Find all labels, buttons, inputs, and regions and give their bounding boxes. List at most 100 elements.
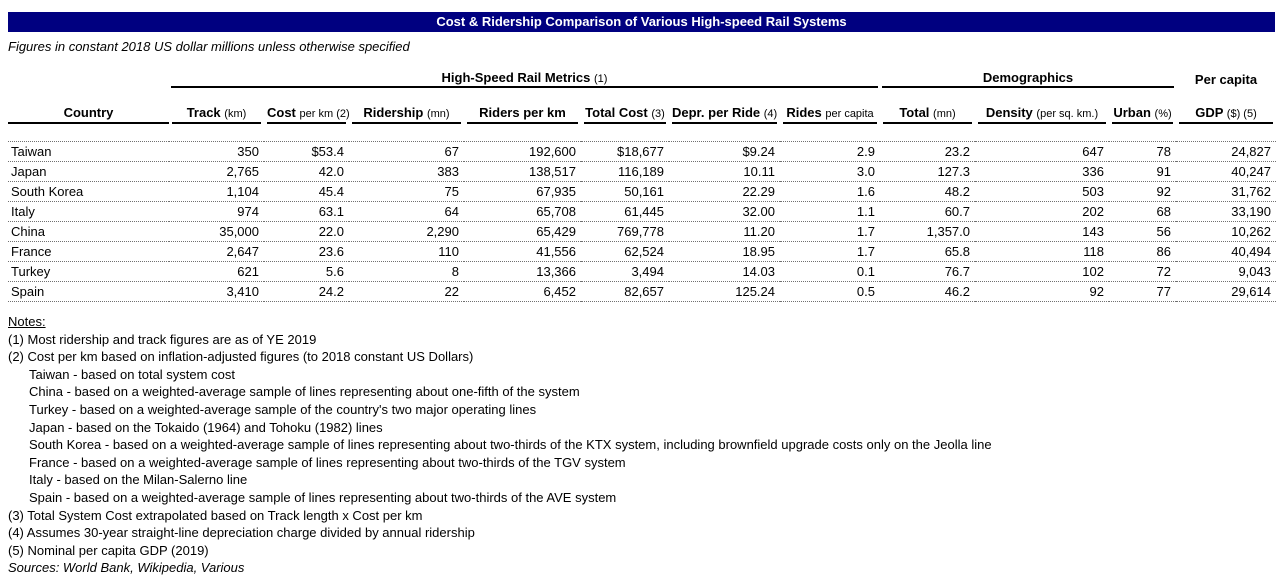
table-row: Spain 3,410 24.2 22 6,452 82,657 125.24 0.5 46.2… — [8, 281, 1276, 302]
value-cell: 22.29 — [669, 181, 780, 202]
value-cell: 8 — [349, 261, 464, 282]
value-cell: 1.7 — [780, 221, 880, 242]
value-cell: 647 — [975, 141, 1109, 162]
report-subtitle: Figures in constant 2018 US dollar milli… — [8, 39, 410, 54]
value-cell: 11.20 — [669, 221, 780, 242]
table-row: Turkey 621 5.6 8 13,366 3,494 14.03 0.1 76.7 102 7… — [8, 261, 1276, 282]
value-cell: 60.7 — [880, 201, 975, 222]
value-cell: 92 — [975, 281, 1109, 302]
value-cell: 5.6 — [264, 261, 349, 282]
country-cell: Taiwan — [8, 141, 169, 162]
group-header-per-capita: Per capita — [1178, 72, 1274, 88]
value-cell: 72 — [1109, 261, 1176, 282]
value-cell: 10.11 — [669, 161, 780, 182]
note-line: (3) Total System Cost extrapolated based… — [8, 507, 423, 523]
value-cell: 1.1 — [780, 201, 880, 222]
value-cell: 13,366 — [464, 261, 581, 282]
value-cell: $9.24 — [669, 141, 780, 162]
table-row: Taiwan 350 $53.4 67 192,600 $18,677 $9.24 2.9 23… — [8, 141, 1276, 162]
note-line: (5) Nominal per capita GDP (2019) — [8, 542, 209, 558]
note-line: China - based on a weighted-average samp… — [29, 384, 580, 400]
value-cell: 2,765 — [169, 161, 264, 182]
report-title: Cost & Ridership Comparison of Various H… — [436, 14, 847, 29]
column-header-population-total: Total (mn) — [883, 105, 972, 124]
value-cell: 2,290 — [349, 221, 464, 242]
value-cell: 0.1 — [780, 261, 880, 282]
column-header-riders-per-km: Riders per km — [467, 105, 578, 124]
value-cell: 40,494 — [1176, 241, 1276, 262]
note-line: Spain - based on a weighted-average samp… — [29, 489, 617, 505]
value-cell: 202 — [975, 201, 1109, 222]
value-cell: 32.00 — [669, 201, 780, 222]
value-cell: 41,556 — [464, 241, 581, 262]
note-line: (4) Assumes 30-year straight-line deprec… — [8, 525, 475, 541]
country-cell: South Korea — [8, 181, 169, 202]
table-row: Japan 2,765 42.0 383 138,517 116,189 10.11 3.0 1… — [8, 161, 1276, 182]
value-cell: 50,161 — [581, 181, 669, 202]
value-cell: 383 — [349, 161, 464, 182]
note-line: Japan - based on the Tokaido (1964) and … — [29, 419, 383, 435]
value-cell: 24.2 — [264, 281, 349, 302]
table-body: Taiwan 350 $53.4 67 192,600 $18,677 $9.24 2.9 23… — [8, 141, 1276, 302]
value-cell: 86 — [1109, 241, 1176, 262]
value-cell: 48.2 — [880, 181, 975, 202]
value-cell: 22.0 — [264, 221, 349, 242]
value-cell: 127.3 — [880, 161, 975, 182]
value-cell: 75 — [349, 181, 464, 202]
value-cell: 68 — [1109, 201, 1176, 222]
value-cell: 503 — [975, 181, 1109, 202]
value-cell: 40,247 — [1176, 161, 1276, 182]
value-cell: 974 — [169, 201, 264, 222]
value-cell: 31,762 — [1176, 181, 1276, 202]
column-header-row: Country Track (km) Cost per km (2) Rider… — [8, 100, 1275, 124]
group-suffix: (1) — [593, 73, 608, 85]
value-cell: 10,262 — [1176, 221, 1276, 242]
value-cell: 1,104 — [169, 181, 264, 202]
column-header-urban: Urban (%) — [1112, 105, 1173, 124]
value-cell: 9,043 — [1176, 261, 1276, 282]
country-cell: Turkey — [8, 261, 169, 282]
value-cell: 65,429 — [464, 221, 581, 242]
value-cell: 6,452 — [464, 281, 581, 302]
value-cell: 77 — [1109, 281, 1176, 302]
value-cell: $53.4 — [264, 141, 349, 162]
column-header-rides-per-capita: Rides per capita — [783, 105, 877, 124]
table-row: China 35,000 22.0 2,290 65,429 769,778 11.20 1.… — [8, 221, 1276, 242]
table-row: France 2,647 23.6 110 41,556 62,524 18.95 1.7 65… — [8, 241, 1276, 262]
value-cell: 45.4 — [264, 181, 349, 202]
group-header-demographics: Demographics — [882, 70, 1174, 88]
notes-section: Notes: (1) Most ridership and track figu… — [8, 313, 1275, 577]
note-line: Italy - based on the Milan-Salerno line — [29, 472, 248, 488]
value-cell: 46.2 — [880, 281, 975, 302]
value-cell: 102 — [975, 261, 1109, 282]
value-cell: 1,357.0 — [880, 221, 975, 242]
group-header-hsr-metrics: High-Speed Rail Metrics (1) — [171, 70, 878, 88]
note-line: (1) Most ridership and track figures are… — [8, 331, 317, 347]
value-cell: 61,445 — [581, 201, 669, 222]
value-cell: 56 — [1109, 221, 1176, 242]
value-cell: 769,778 — [581, 221, 669, 242]
notes-heading: Notes: — [8, 314, 46, 329]
country-cell: China — [8, 221, 169, 242]
value-cell: 76.7 — [880, 261, 975, 282]
value-cell: 3,494 — [581, 261, 669, 282]
country-cell: Spain — [8, 281, 169, 302]
value-cell: 3.0 — [780, 161, 880, 182]
value-cell: 118 — [975, 241, 1109, 262]
rail-comparison-table: Taiwan 350 $53.4 67 192,600 $18,677 $9.24 2.9 23… — [8, 141, 1276, 302]
value-cell: 18.95 — [669, 241, 780, 262]
country-cell: Japan — [8, 161, 169, 182]
value-cell: 116,189 — [581, 161, 669, 182]
value-cell: 1.7 — [780, 241, 880, 262]
group-header-row: High-Speed Rail Metrics (1) Demographics… — [8, 66, 1275, 88]
column-header-track: Track (km) — [172, 105, 261, 124]
notes-lines: (1) Most ridership and track figures are… — [8, 331, 1275, 560]
country-cell: Italy — [8, 201, 169, 222]
value-cell: 65.8 — [880, 241, 975, 262]
value-cell: 64 — [349, 201, 464, 222]
value-cell: 35,000 — [169, 221, 264, 242]
value-cell: 62,524 — [581, 241, 669, 262]
value-cell: 65,708 — [464, 201, 581, 222]
value-cell: 2.9 — [780, 141, 880, 162]
value-cell: 78 — [1109, 141, 1176, 162]
